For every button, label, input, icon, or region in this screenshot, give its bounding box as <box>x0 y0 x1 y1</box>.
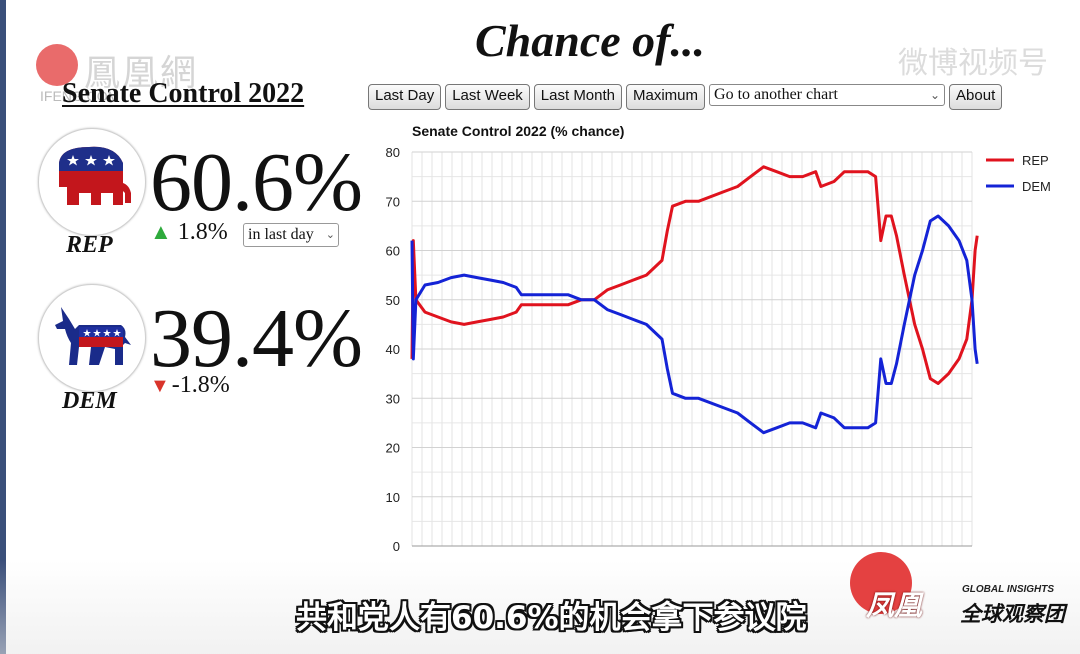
chevron-down-icon: ⌄ <box>929 88 941 102</box>
x-tick-label: O <box>954 558 964 560</box>
rep-change: ▲ 1.8% <box>150 219 228 246</box>
last-week-button[interactable]: Last Week <box>445 84 530 110</box>
chart-select-value: Go to another chart <box>714 86 838 103</box>
legend-label-dem: DEM <box>1022 179 1051 194</box>
chart-toolbar: Last Day Last Week Last Month Maximum Go… <box>368 84 1003 110</box>
dem-change: ▼-1.8% <box>150 372 230 399</box>
y-tick-label: 0 <box>393 539 400 554</box>
brand-logo-icon <box>850 552 912 614</box>
chart-legend: REP DEM <box>986 153 1051 194</box>
maximum-button[interactable]: Maximum <box>626 84 706 110</box>
y-tick-label: 20 <box>386 441 400 456</box>
y-tick-label: 30 <box>386 391 400 406</box>
last-month-button[interactable]: Last Month <box>533 84 623 110</box>
x-tick-label: A <box>590 558 600 560</box>
dem-logo <box>38 284 146 392</box>
series-line-dem <box>410 214 979 435</box>
x-axis: FMAMJJASON2022MAMJJASO <box>434 558 964 560</box>
x-tick-label: J <box>565 558 572 560</box>
dem-change-value: -1.8% <box>171 372 230 398</box>
chart-grid <box>411 151 973 547</box>
y-tick-label: 70 <box>386 194 400 209</box>
chart-select[interactable]: Go to another chart ⌄ <box>709 84 946 106</box>
x-tick-label: 2022 <box>710 558 739 560</box>
rep-change-value: 1.8% <box>177 219 228 245</box>
chevron-down-icon: ⌄ <box>325 229 335 241</box>
brand-mark: 凤凰 <box>866 591 923 622</box>
y-axis: 0 10 20 30 40 50 60 70 80 <box>386 145 400 554</box>
elephant-icon <box>59 146 131 205</box>
section-title: Senate Control 2022 <box>62 78 305 109</box>
x-tick-label: O <box>641 558 651 560</box>
page-title: Chance of... <box>475 15 705 66</box>
chart-series <box>410 165 979 435</box>
watermark-right: 微博视频号 <box>898 46 1048 81</box>
donkey-icon <box>55 307 131 365</box>
x-tick-label: M <box>771 558 782 560</box>
window-left-edge <box>0 0 6 654</box>
x-tick-label: A <box>798 558 808 560</box>
y-tick-label: 10 <box>386 490 400 505</box>
x-tick-label: S <box>616 558 625 560</box>
x-tick-label: S <box>929 558 938 560</box>
period-select-value: in last day <box>248 226 314 243</box>
last-day-button[interactable]: Last Day <box>368 84 442 110</box>
x-tick-label: M <box>823 558 834 560</box>
x-tick-label: M <box>511 558 522 560</box>
y-tick-label: 40 <box>386 342 400 357</box>
x-tick-label: J <box>851 558 858 560</box>
ifeng-logo-icon <box>36 44 78 86</box>
x-tick-label: J <box>539 558 546 560</box>
brand-chinese: 全球观察团 <box>960 602 1065 626</box>
y-tick-label: 80 <box>386 145 400 160</box>
chart-title: Senate Control 2022 (% chance) <box>412 123 624 139</box>
x-tick-label: F <box>434 558 442 560</box>
video-subtitle: 共和党人有60.6%的机会拿下参议院 <box>296 600 807 636</box>
x-tick-label: N <box>668 558 677 560</box>
y-tick-label: 50 <box>386 293 400 308</box>
watermark-left-sub: IFENG.COM <box>40 88 120 104</box>
period-select[interactable]: in last day ⌄ <box>243 223 339 247</box>
dem-percent: 39.4% <box>150 292 363 385</box>
rep-label: REP <box>66 232 113 258</box>
x-tick-label: M <box>459 558 470 560</box>
arrow-down-icon: ▼ <box>150 375 170 397</box>
x-tick-label: A <box>485 558 495 560</box>
watermark-left: 鳳凰網 <box>84 53 199 93</box>
rep-logo <box>38 128 146 236</box>
senate-control-chart[interactable]: Senate Control 2022 (% chance) 0 10 20 30 40… <box>360 112 1070 560</box>
about-button[interactable]: About <box>949 84 1003 110</box>
series-line-rep <box>410 165 979 385</box>
brand-english: GLOBAL INSIGHTS <box>962 584 1055 595</box>
rep-percent: 60.6% <box>150 136 363 229</box>
legend-label-rep: REP <box>1022 153 1049 168</box>
x-tick-label: A <box>902 558 912 560</box>
y-tick-label: 60 <box>386 244 400 259</box>
arrow-up-icon: ▲ <box>150 219 172 244</box>
dem-label: DEM <box>62 388 117 414</box>
